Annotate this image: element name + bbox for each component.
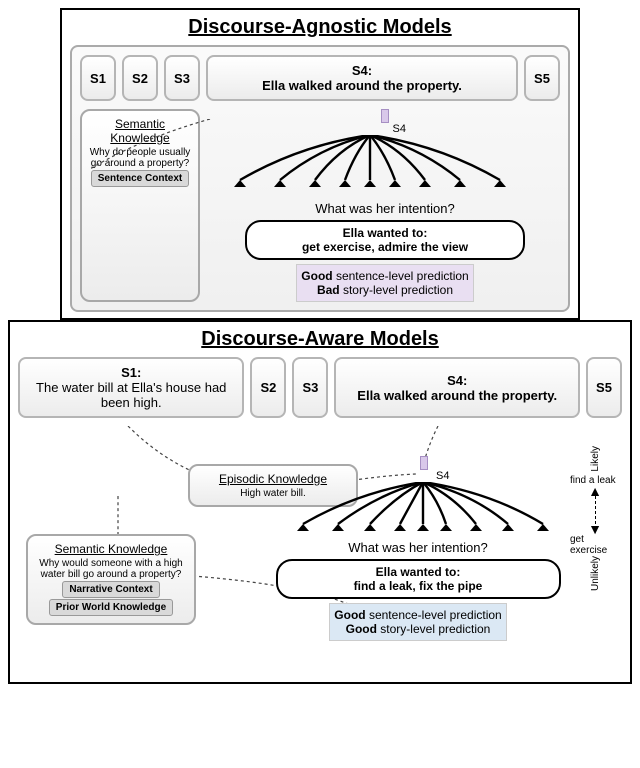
answer-body: get exercise, admire the view bbox=[302, 240, 468, 254]
aw-focus-stem bbox=[420, 456, 428, 470]
likely-option-bot: get exercise bbox=[570, 534, 620, 556]
aw-vg1t: sentence-level prediction bbox=[366, 608, 502, 622]
aw-s3-box: S3 bbox=[292, 357, 328, 418]
focus-label: S4 bbox=[210, 123, 406, 135]
aw-vg1: Good bbox=[334, 608, 365, 622]
aw-answer-lead: Ella wanted to: bbox=[376, 565, 461, 579]
aware-title: Discourse-Aware Models bbox=[18, 328, 622, 351]
aware-panel: Discourse-Aware Models S1: The water bil… bbox=[8, 320, 632, 684]
s3-box: S3 bbox=[164, 55, 200, 101]
aw-fan-out bbox=[268, 482, 568, 538]
aw-s5-box: S5 bbox=[586, 357, 622, 418]
agnostic-sentences: S1 S2 S3 S4: Ella walked around the prop… bbox=[80, 55, 560, 101]
agnostic-title: Discourse-Agnostic Models bbox=[70, 16, 570, 39]
likely-column: Likely find a leak ▲ ▼ get exercise Unli… bbox=[570, 446, 620, 594]
question-text: What was her intention? bbox=[210, 201, 560, 216]
verdict-box: Good sentence-level prediction Bad story… bbox=[296, 264, 473, 302]
agnostic-inner: S1 S2 S3 S4: Ella walked around the prop… bbox=[70, 45, 570, 312]
fan-out bbox=[210, 135, 560, 199]
s4-id: S4: bbox=[352, 63, 372, 78]
aw-question: What was her intention? bbox=[268, 540, 568, 555]
aw-vg2: Good bbox=[346, 622, 377, 636]
aw-s2-box: S2 bbox=[250, 357, 286, 418]
aware-sentences: S1: The water bill at Ella's house had b… bbox=[18, 357, 622, 418]
s4-text: Ella walked around the property. bbox=[262, 78, 462, 93]
verdict-good: Good bbox=[301, 269, 332, 283]
aw-s1-box: S1: The water bill at Ella's house had b… bbox=[18, 357, 244, 418]
aw-semantic-body: Why would someone with a high water bill… bbox=[34, 558, 188, 580]
aw-s4-box: S4: Ella walked around the property. bbox=[334, 357, 580, 418]
answer-box: Ella wanted to: get exercise, admire the… bbox=[245, 220, 525, 260]
narrative-context-tag: Narrative Context bbox=[62, 581, 159, 598]
aw-verdict: Good sentence-level prediction Good stor… bbox=[329, 603, 506, 641]
s4-box: S4: Ella walked around the property. bbox=[206, 55, 518, 101]
aw-focus-label: S4 bbox=[436, 470, 568, 482]
aw-s4-text: Ella walked around the property. bbox=[357, 388, 557, 403]
aw-s4-id: S4: bbox=[447, 373, 467, 388]
aw-semantic-box: Semantic Knowledge Why would someone wit… bbox=[26, 534, 196, 625]
verdict-bad-tail: story-level prediction bbox=[340, 283, 453, 297]
aw-answer: Ella wanted to: find a leak, fix the pip… bbox=[276, 559, 561, 599]
aw-answer-body: find a leak, fix the pipe bbox=[354, 579, 483, 593]
rank-line bbox=[595, 496, 596, 524]
aw-s1-id: S1: bbox=[121, 365, 141, 380]
unlikely-label: Unlikely bbox=[590, 556, 601, 591]
s5-box: S5 bbox=[524, 55, 560, 101]
prior-world-tag: Prior World Knowledge bbox=[49, 599, 173, 616]
aw-semantic-heading: Semantic Knowledge bbox=[34, 542, 188, 556]
s1-box: S1 bbox=[80, 55, 116, 101]
agnostic-panel: Discourse-Agnostic Models S1 S2 S3 S4: E… bbox=[60, 8, 580, 320]
up-arrow-icon: ▲ bbox=[570, 486, 620, 496]
likely-label: Likely bbox=[590, 446, 601, 472]
aw-vg2t: story-level prediction bbox=[377, 622, 490, 636]
verdict-bad: Bad bbox=[317, 283, 340, 297]
answer-lead: Ella wanted to: bbox=[343, 226, 428, 240]
down-arrow-icon: ▼ bbox=[570, 524, 620, 534]
focus-stem bbox=[381, 109, 389, 123]
s2-box: S2 bbox=[122, 55, 158, 101]
aw-s1-text: The water bill at Ella's house had been … bbox=[26, 380, 236, 410]
verdict-good-tail: sentence-level prediction bbox=[333, 269, 469, 283]
